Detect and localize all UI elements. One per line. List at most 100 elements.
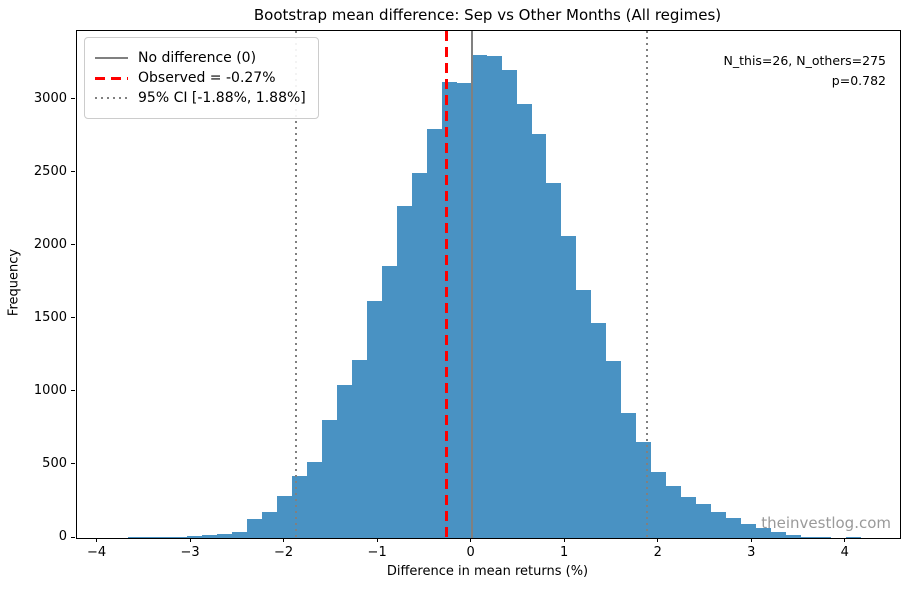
y-tick-mark [71,390,75,392]
chart-title: Bootstrap mean difference: Sep vs Other … [253,6,722,24]
x-tick-mark [750,538,752,542]
histogram-bar [741,523,756,538]
y-tick-label: 2000 [33,236,67,252]
histogram-bar [486,55,502,538]
histogram-bar [696,503,712,538]
sample-size-text: N_this=26, N_others=275 [723,53,886,68]
histogram-bar [770,532,786,538]
y-tick-label: 500 [42,455,67,471]
legend: No difference (0) Observed = -0.27% 95% … [84,37,319,119]
dotted-vline [646,31,649,538]
histogram-bar [681,497,697,538]
legend-entry: Observed = -0.27% [95,70,306,86]
dashed-line-icon [95,76,128,80]
histogram-bar [726,517,741,538]
histogram-bar [217,533,233,538]
x-tick-mark [470,538,472,542]
x-tick-mark [563,538,565,542]
y-tick-mark [71,463,75,465]
histogram-bar [636,441,652,538]
histogram-bar [711,511,727,538]
histogram-bar [157,536,173,538]
histogram-bar [202,535,218,538]
x-tick-mark [657,538,659,542]
y-tick-label: 1500 [33,309,67,325]
histogram-bar [755,527,771,538]
dotted-vline [294,31,297,538]
y-tick-label: 1000 [33,382,67,398]
x-tick-label: 0 [466,545,475,560]
histogram-bar [307,461,323,538]
legend-entry: No difference (0) [95,50,306,66]
y-tick-mark [71,98,75,100]
legend-entry-label: 95% CI [-1.88%, 1.88%] [138,90,306,106]
x-axis-label: Difference in mean returns (%) [386,564,589,579]
x-tick-mark [283,538,285,542]
histogram-bar [651,471,667,538]
solid-line-icon [95,57,128,59]
x-tick-mark [376,538,378,542]
x-tick-label: 2 [653,545,662,560]
legend-entry-label: Observed = -0.27% [138,70,276,86]
histogram-bar [426,128,442,538]
x-tick-label: 3 [747,545,756,560]
histogram-bar [501,69,517,538]
histogram-bar [366,301,382,538]
histogram-bar [456,82,472,538]
histogram-bar [262,511,278,538]
histogram-bar [546,182,562,538]
y-tick-mark [71,244,75,246]
histogram-bar [381,266,397,538]
histogram-bar [845,536,861,538]
y-tick-label: 0 [58,529,67,544]
histogram-bar [561,235,577,538]
x-tick-mark [844,538,846,542]
histogram-bar [666,486,682,538]
legend-entry-label: No difference (0) [138,50,257,66]
histogram-bar [247,519,263,538]
y-tick-mark [71,536,75,538]
histogram-bar [531,134,547,538]
x-tick-label: −3 [180,545,200,560]
x-tick-mark [189,538,191,542]
p-value-text: p=0.782 [831,73,886,88]
histogram-bar [127,537,143,538]
solid-vline [470,31,473,538]
histogram-bar [516,104,532,538]
dashed-vline [444,31,448,538]
y-tick-label: 3000 [33,90,67,106]
histogram-bar [471,55,487,538]
legend-entry: 95% CI [-1.88%, 1.88%] [95,90,306,106]
histogram-bar [336,384,352,538]
histogram-bar [322,419,337,538]
y-tick-mark [71,317,75,319]
histogram-bar [576,289,592,538]
x-tick-label: −1 [367,545,387,560]
histogram-bar [815,536,831,538]
histogram-bar [411,173,427,538]
histogram-bar [142,537,158,538]
histogram-bar [232,532,248,538]
x-tick-label: 4 [840,545,849,560]
x-tick-label: −2 [274,545,294,560]
histogram-bar [172,536,188,538]
watermark: theinvestlog.com [761,514,891,532]
histogram-bar [277,495,293,538]
histogram-bar [396,206,412,538]
y-tick-label: 2500 [33,163,67,179]
x-tick-label: 1 [560,545,569,560]
y-tick-mark [71,171,75,173]
histogram-bar [591,323,607,538]
histogram-bar [785,534,801,538]
plot-area: No difference (0) Observed = -0.27% 95% … [76,30,901,539]
histogram-bar [800,537,816,538]
x-tick-label: −4 [86,545,107,560]
dotted-line-icon [95,97,128,99]
histogram-bar [351,359,367,538]
histogram-bar [606,361,622,538]
x-tick-mark [96,538,98,542]
stats-annotation: N_this=26, N_others=275 p=0.782 [724,51,886,91]
histogram-bar [187,535,203,538]
histogram-bar [621,413,637,538]
